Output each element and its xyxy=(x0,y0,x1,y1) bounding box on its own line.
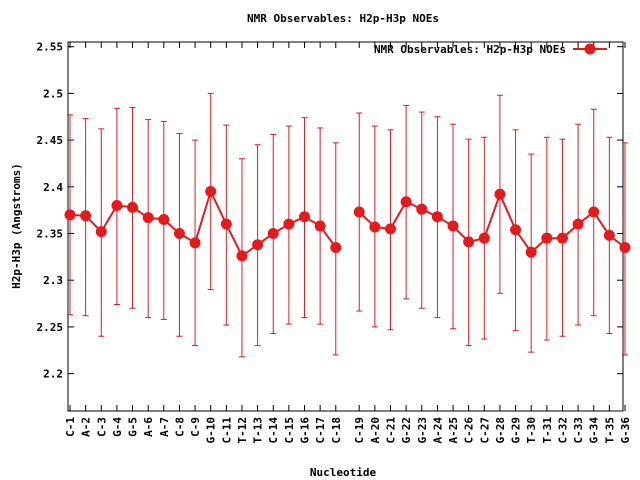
x-tick-label: T-13 xyxy=(252,417,265,444)
data-point xyxy=(267,228,279,240)
x-tick-label: A-25 xyxy=(447,417,460,444)
x-tick-label: C-11 xyxy=(220,417,233,444)
x-tick-label: A-7 xyxy=(158,417,171,437)
legend-label: NMR Observables: H2p-H3p NOEs xyxy=(374,43,566,56)
data-point xyxy=(173,228,185,240)
y-tick-label: 2.3 xyxy=(43,274,63,287)
data-point xyxy=(525,246,537,258)
y-axis-label: H2p-H3p (Angstroms) xyxy=(10,163,23,289)
x-tick-label: G-34 xyxy=(588,417,601,444)
x-tick-label: C-14 xyxy=(267,417,280,444)
x-tick-label: C-33 xyxy=(572,417,585,444)
data-point xyxy=(330,242,342,254)
y-tick-label: 2.45 xyxy=(37,134,64,147)
x-tick-label: G-29 xyxy=(510,417,523,444)
x-tick-label: C-1 xyxy=(64,417,77,437)
x-tick-label: G-16 xyxy=(299,417,312,444)
x-tick-label: C-26 xyxy=(463,417,476,444)
y-tick-label: 2.5 xyxy=(43,87,63,100)
legend-swatch-marker xyxy=(584,43,596,55)
data-point xyxy=(478,232,490,244)
x-axis-label: Nucleotide xyxy=(310,466,377,479)
data-point xyxy=(463,236,475,248)
x-tick-label: G-22 xyxy=(400,417,413,444)
data-point xyxy=(572,218,584,230)
data-point xyxy=(252,239,264,251)
data-point xyxy=(189,237,201,249)
data-point xyxy=(416,203,428,215)
x-tick-label: G-28 xyxy=(494,417,507,444)
chart-title: NMR Observables: H2p-H3p NOEs xyxy=(247,12,439,25)
data-point xyxy=(142,212,154,224)
x-tick-label: C-3 xyxy=(95,417,108,437)
x-tick-label: C-27 xyxy=(478,417,491,444)
data-point xyxy=(80,210,92,222)
data-point xyxy=(299,211,311,223)
x-tick-label: A-24 xyxy=(431,417,444,444)
data-point xyxy=(283,218,295,230)
x-tick-label: A-6 xyxy=(142,417,155,437)
data-point xyxy=(111,199,123,211)
x-tick-label: T-12 xyxy=(236,417,249,444)
y-tick-label: 2.2 xyxy=(43,368,63,381)
y-axis: 2.2 2.25 2.3 2.35 2.4 2.45 2.5 2.55 xyxy=(37,41,623,381)
x-tick-label: T-35 xyxy=(603,417,616,444)
y-tick-label: 2.55 xyxy=(37,41,64,54)
y-tick-label: 2.25 xyxy=(37,321,64,334)
data-point xyxy=(205,185,217,197)
x-tick-label: C-21 xyxy=(384,417,397,444)
data-point xyxy=(369,221,381,233)
data-point xyxy=(236,250,248,262)
series-layer xyxy=(64,92,631,358)
x-tick-label: G-4 xyxy=(111,417,124,437)
x-tick-label: A-2 xyxy=(80,417,93,437)
data-point xyxy=(494,188,506,200)
x-tick-label: C-9 xyxy=(189,417,202,437)
legend: NMR Observables: H2p-H3p NOEs xyxy=(374,43,607,56)
x-tick-label: T-30 xyxy=(525,417,538,444)
series-line xyxy=(69,188,337,258)
x-tick-label: A-20 xyxy=(369,417,382,444)
data-point xyxy=(400,196,412,208)
data-point xyxy=(619,242,631,254)
y-tick-label: 2.35 xyxy=(37,228,64,241)
series-line xyxy=(358,191,626,254)
data-point xyxy=(588,206,600,218)
x-tick-label: C-8 xyxy=(173,417,186,437)
data-point xyxy=(447,220,459,232)
data-point xyxy=(556,232,568,244)
x-axis: C-1 A-2 C-3 G-4 G-5 A-6 A-7 C-8 C-9 G-10 C-11 T-12 T… xyxy=(64,42,632,444)
data-point xyxy=(353,206,365,218)
data-point xyxy=(541,232,553,244)
data-point xyxy=(158,213,170,225)
data-point xyxy=(384,223,396,235)
x-tick-label: G-36 xyxy=(619,417,632,444)
data-point xyxy=(314,220,326,232)
x-tick-label: G-10 xyxy=(205,417,218,444)
x-tick-label: G-5 xyxy=(127,417,140,437)
data-point xyxy=(64,209,76,221)
plot-frame xyxy=(67,41,624,412)
data-point xyxy=(510,224,522,236)
data-point xyxy=(95,226,107,238)
data-point xyxy=(220,218,232,230)
x-tick-label: T-31 xyxy=(541,417,554,444)
x-tick-label: C-18 xyxy=(330,417,343,444)
x-tick-label: G-23 xyxy=(416,417,429,444)
x-tick-label: C-17 xyxy=(314,417,327,444)
x-tick-label: C-32 xyxy=(556,417,569,444)
y-tick-label: 2.4 xyxy=(43,181,63,194)
x-tick-label: C-15 xyxy=(283,417,296,444)
data-point xyxy=(603,229,615,241)
data-point xyxy=(127,201,139,213)
data-point xyxy=(431,211,443,223)
x-tick-label: C-19 xyxy=(353,417,366,444)
